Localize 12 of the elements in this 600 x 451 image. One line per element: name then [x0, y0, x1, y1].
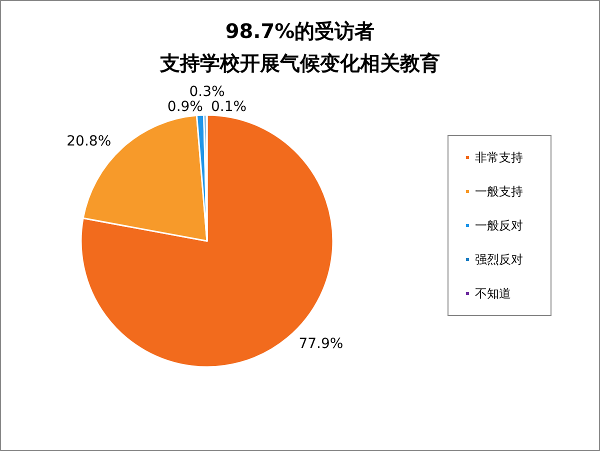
legend-label: 强烈反对 [475, 252, 523, 266]
legend-label: 非常支持 [475, 150, 523, 164]
data-label: 20.8% [66, 134, 112, 150]
legend-label: 不知道 [475, 286, 511, 300]
chart-title: 98.7%的受访者 [225, 19, 375, 43]
data-label: 0.3% [189, 84, 225, 100]
chart-subtitle: 支持学校开展气候变化相关教育 [159, 51, 440, 75]
data-label: 0.1% [211, 99, 247, 115]
legend-label: 一般支持 [475, 184, 523, 198]
data-label: 77.9% [298, 336, 344, 352]
legend-label: 一般反对 [475, 218, 523, 232]
data-label: 0.9% [167, 99, 203, 115]
